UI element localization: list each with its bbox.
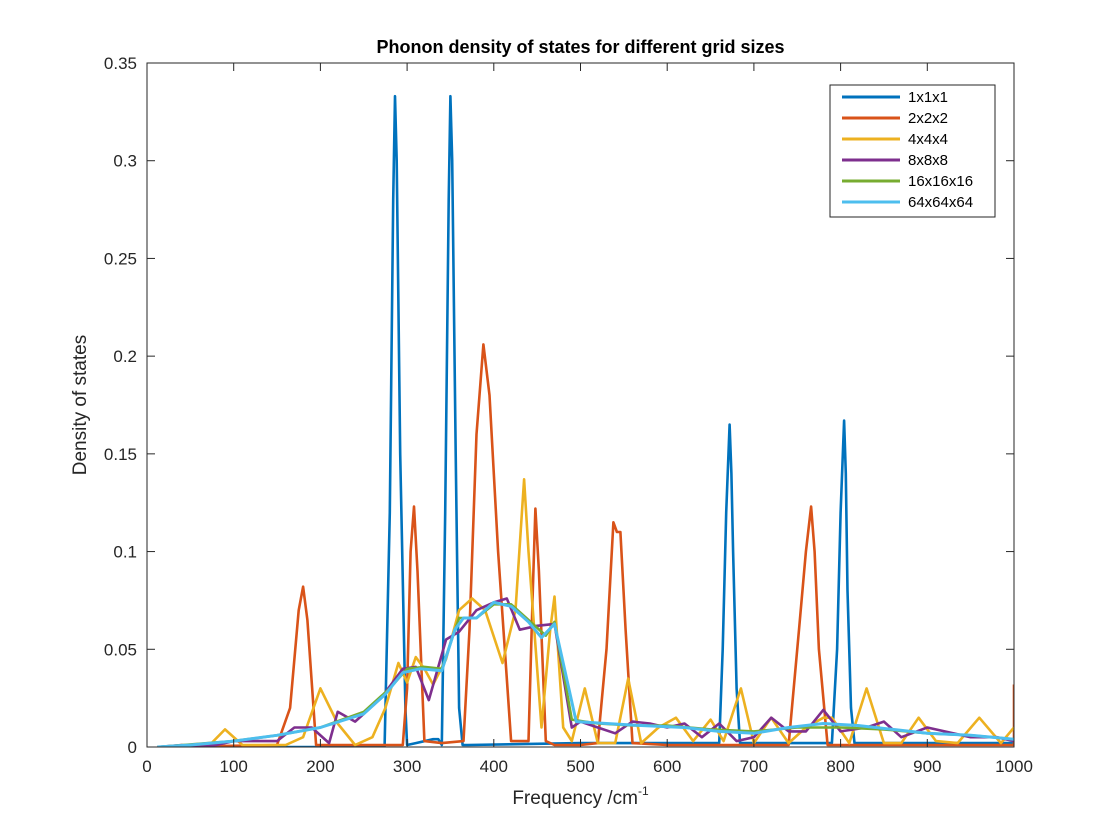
y-tick-label: 0.3 <box>113 152 137 171</box>
y-tick-label: 0.05 <box>104 640 137 659</box>
x-tick-label: 700 <box>740 757 768 776</box>
x-tick-label: 500 <box>566 757 594 776</box>
series-line-2x2x2 <box>157 343 1014 747</box>
x-tick-label: 300 <box>393 757 421 776</box>
x-tick-label: 900 <box>913 757 941 776</box>
legend-label: 1x1x1 <box>908 89 948 106</box>
x-axis-label-superscript: -1 <box>638 784 649 798</box>
series-lines <box>157 94 1014 747</box>
series-line-1x1x1 <box>157 94 1014 747</box>
x-tick-label: 200 <box>306 757 334 776</box>
legend-label: 4x4x4 <box>908 131 948 148</box>
x-axis-label: Frequency /cm-1 <box>512 784 649 809</box>
legend-label: 8x8x8 <box>908 152 948 169</box>
x-tick-label: 100 <box>220 757 248 776</box>
x-axis-ticks: 0 100 200 300 400 500 600 700 800 900 1000 <box>142 63 1033 776</box>
x-tick-label: 400 <box>480 757 508 776</box>
x-tick-label: 0 <box>142 757 151 776</box>
legend-box <box>829 84 996 218</box>
y-tick-label: 0.35 <box>104 54 137 73</box>
legend-item: 4x4x4 <box>842 131 948 148</box>
legend-item: 1x1x1 <box>842 89 948 106</box>
legend-item: 64x64x64 <box>842 194 973 211</box>
y-axis-ticks: 0 0.05 0.1 0.15 0.2 0.25 0.3 0.35 <box>104 54 1014 757</box>
legend-label: 16x16x16 <box>908 173 973 190</box>
legend-label: 64x64x64 <box>908 194 973 211</box>
series-line-4x4x4 <box>157 477 1014 747</box>
y-tick-label: 0.2 <box>113 347 137 366</box>
series-line-64x64x64 <box>157 600 1014 747</box>
legend-item: 2x2x2 <box>842 110 948 127</box>
legend: 1x1x1 2x2x2 4x4x4 8x8x8 16x16x16 64x64x64 <box>829 84 996 218</box>
legend-label: 2x2x2 <box>908 110 948 127</box>
y-tick-label: 0.15 <box>104 445 137 464</box>
chart-title: Phonon density of states for different g… <box>376 37 784 57</box>
y-tick-label: 0 <box>128 738 137 757</box>
x-axis-label-text: Frequency /cm <box>512 788 638 809</box>
x-tick-label: 800 <box>826 757 854 776</box>
y-axis-label: Density of states <box>70 335 91 475</box>
legend-item: 8x8x8 <box>842 152 948 169</box>
y-tick-label: 0.1 <box>113 543 137 562</box>
legend-item: 16x16x16 <box>842 173 973 190</box>
y-tick-label: 0.25 <box>104 249 137 268</box>
x-tick-label: 1000 <box>995 757 1033 776</box>
x-tick-label: 600 <box>653 757 681 776</box>
